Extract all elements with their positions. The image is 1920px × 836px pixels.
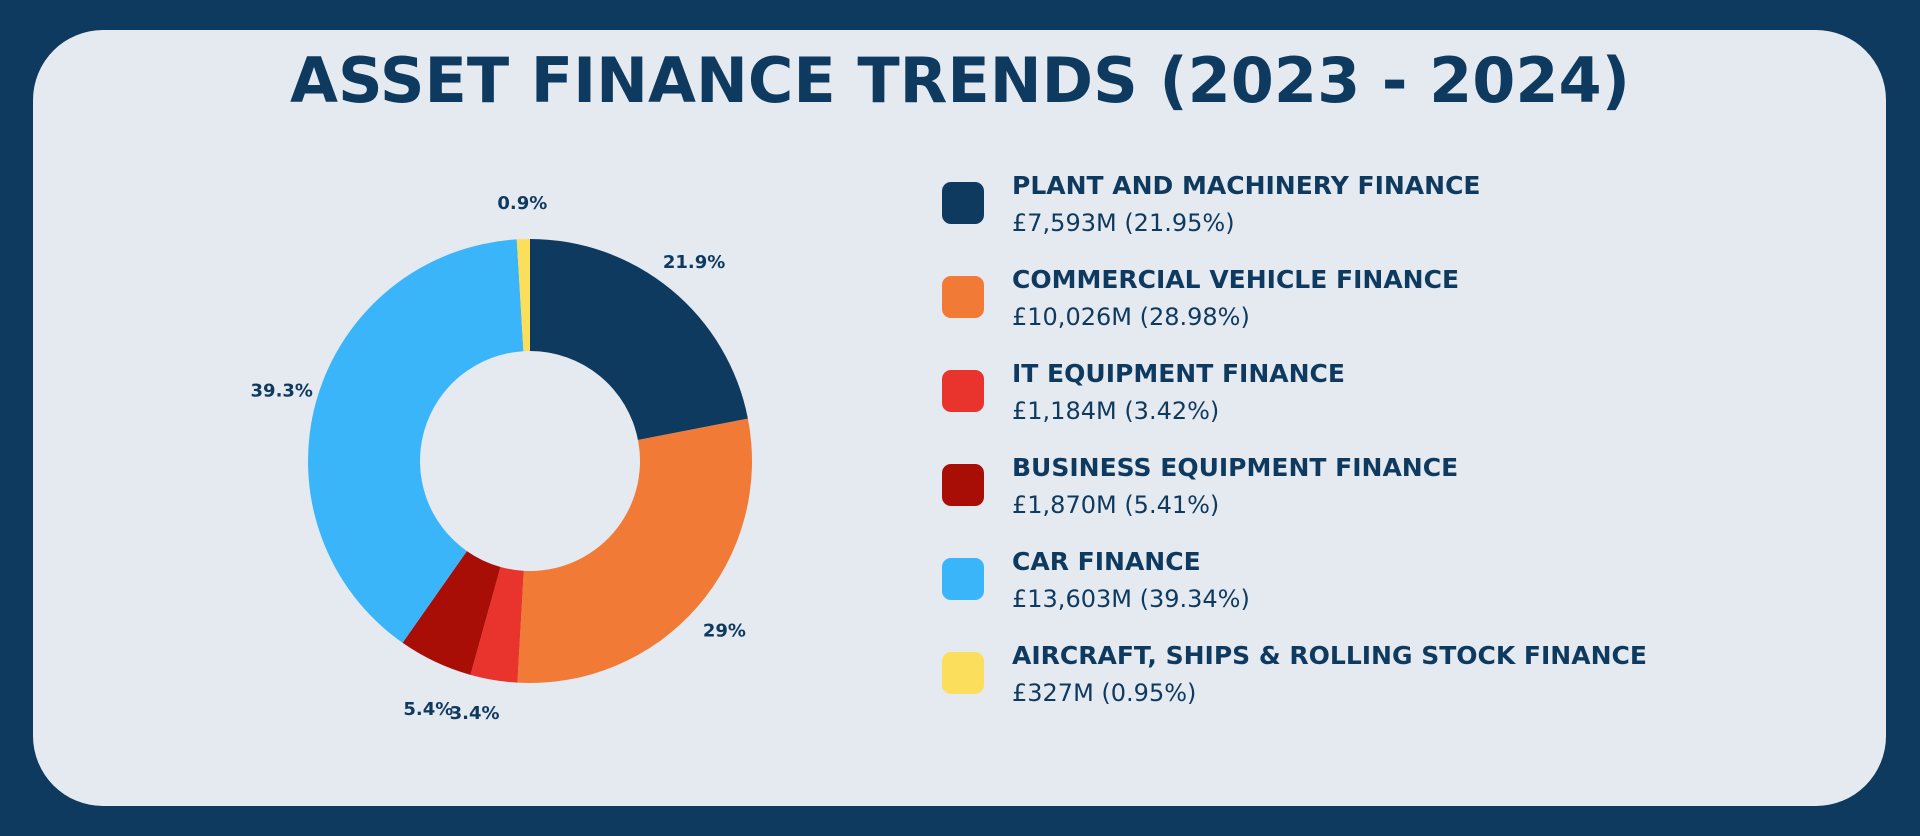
donut-slice [402,551,501,675]
chart-title: ASSET FINANCE TRENDS (2023 - 2024) [289,44,1631,117]
legend-value: £1,870M (5.41%) [1012,491,1220,519]
donut-slice [516,239,530,352]
slice-percent-label: 5.4% [403,699,453,720]
legend-item: IT EQUIPMENT FINANCE £1,184M (3.42%) [942,359,1802,453]
legend-value: £13,603M (39.34%) [1012,585,1250,613]
legend-item: BUSINESS EQUIPMENT FINANCE £1,870M (5.41%… [942,453,1802,547]
legend-swatch [942,182,984,224]
legend-name: IT EQUIPMENT FINANCE [1012,359,1345,388]
legend-item: COMMERCIAL VEHICLE FINANCE £10,026M (28.9… [942,265,1802,359]
legend-value: £10,026M (28.98%) [1012,303,1250,331]
legend-name: BUSINESS EQUIPMENT FINANCE [1012,453,1459,482]
chart-legend: PLANT AND MACHINERY FINANCE £7,593M (21.9… [942,171,1802,735]
legend-swatch [942,558,984,600]
legend-swatch [942,652,984,694]
legend-name: CAR FINANCE [1012,547,1201,576]
donut-slice [307,239,524,643]
slice-percent-label: 29% [703,621,746,642]
legend-swatch [942,464,984,506]
legend-swatch [942,276,984,318]
legend-value: £7,593M (21.95%) [1012,209,1235,237]
legend-swatch [942,370,984,412]
legend-item: CAR FINANCE £13,603M (39.34%) [942,547,1802,641]
legend-item: AIRCRAFT, SHIPS & ROLLING STOCK FINANCE £… [942,641,1802,735]
slice-percent-label: 3.4% [450,703,500,724]
legend-value: £1,184M (3.42%) [1012,397,1220,425]
legend-item: PLANT AND MACHINERY FINANCE £7,593M (21.9… [942,171,1802,265]
donut-slice [517,418,753,683]
legend-name: COMMERCIAL VEHICLE FINANCE [1012,265,1460,294]
slice-percent-label: 0.9% [497,193,547,214]
legend-name: PLANT AND MACHINERY FINANCE [1012,171,1481,200]
donut-slice [470,566,524,683]
slice-percent-label: 39.3% [251,381,313,402]
donut-slice [530,239,748,440]
legend-value: £327M (0.95%) [1012,679,1197,707]
legend-name: AIRCRAFT, SHIPS & ROLLING STOCK FINANCE [1012,641,1647,670]
slice-percent-label: 21.9% [663,252,725,273]
